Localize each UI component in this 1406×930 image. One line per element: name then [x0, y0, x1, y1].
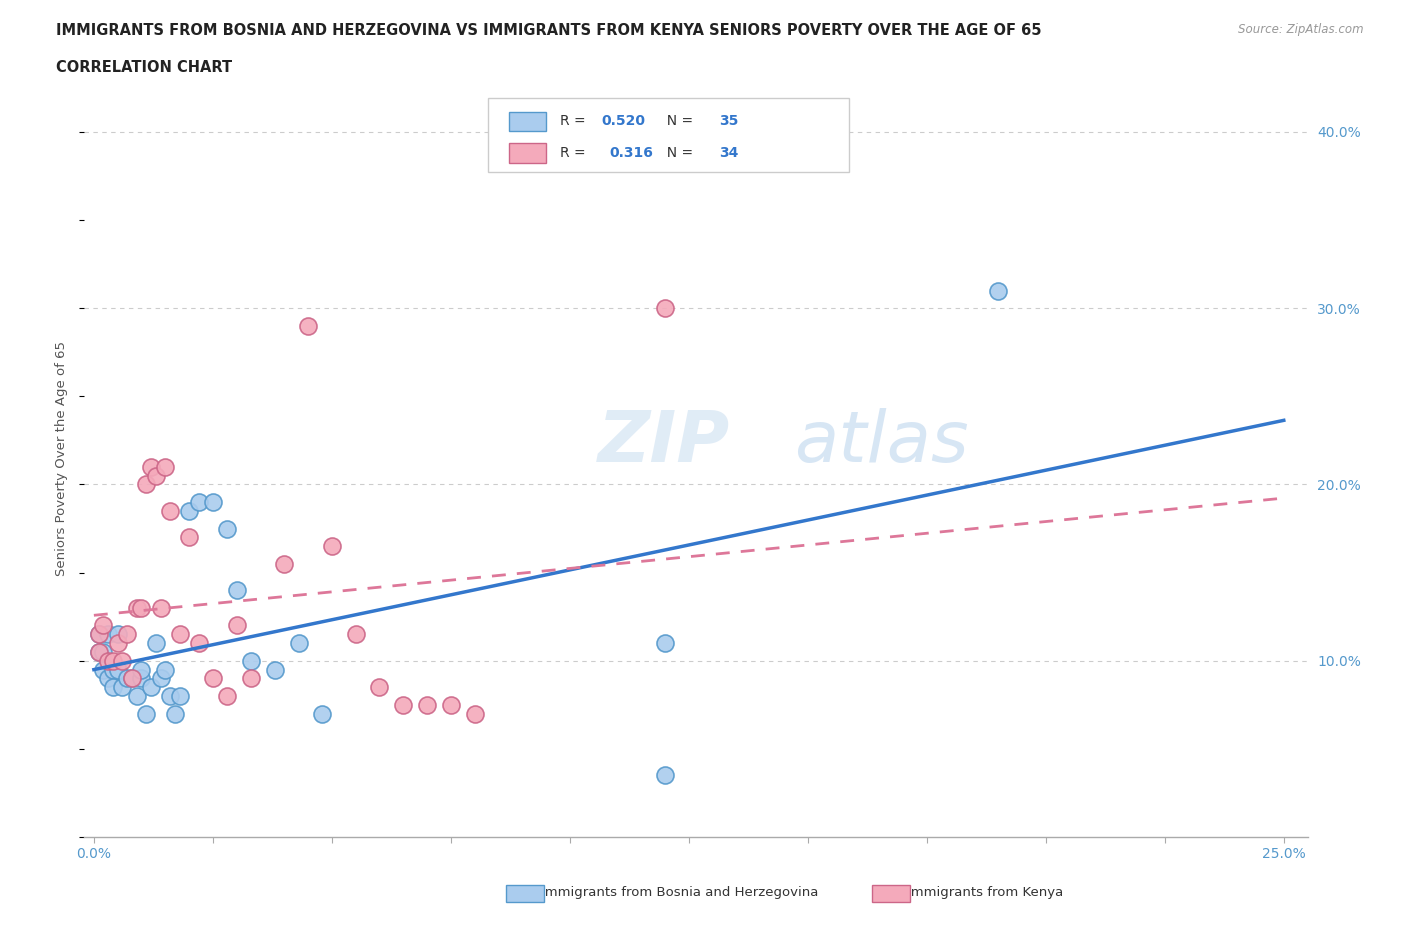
- Point: [121, 671, 143, 685]
- Point: [169, 627, 191, 642]
- Point: [263, 662, 285, 677]
- Point: [187, 495, 209, 510]
- Point: [115, 627, 138, 642]
- Point: [217, 521, 239, 536]
- Point: [311, 706, 333, 721]
- Point: [93, 644, 115, 659]
- Point: [131, 671, 153, 685]
- Point: [163, 706, 186, 721]
- Text: 35: 35: [720, 114, 738, 128]
- Point: [149, 671, 172, 685]
- Point: [97, 671, 120, 685]
- Point: [239, 671, 262, 685]
- Point: [368, 680, 391, 695]
- Point: [225, 618, 247, 633]
- FancyBboxPatch shape: [509, 112, 546, 131]
- Text: ZIP: ZIP: [598, 408, 730, 477]
- Text: CORRELATION CHART: CORRELATION CHART: [56, 60, 232, 75]
- Point: [392, 698, 415, 712]
- Text: 0.520: 0.520: [602, 114, 645, 128]
- Point: [145, 468, 167, 483]
- Point: [187, 636, 209, 651]
- Point: [287, 636, 309, 651]
- Point: [654, 300, 676, 315]
- FancyBboxPatch shape: [488, 98, 849, 172]
- Point: [131, 662, 153, 677]
- Point: [201, 495, 224, 510]
- Point: [201, 671, 224, 685]
- Point: [111, 653, 134, 668]
- Text: Immigrants from Bosnia and Herzegovina: Immigrants from Bosnia and Herzegovina: [541, 886, 818, 899]
- Point: [131, 601, 153, 616]
- Point: [464, 706, 486, 721]
- Point: [93, 618, 115, 633]
- Point: [107, 636, 129, 651]
- Point: [101, 680, 124, 695]
- Text: Source: ZipAtlas.com: Source: ZipAtlas.com: [1239, 23, 1364, 36]
- Point: [101, 662, 124, 677]
- Text: Immigrants from Kenya: Immigrants from Kenya: [907, 886, 1063, 899]
- Point: [87, 627, 110, 642]
- FancyBboxPatch shape: [509, 143, 546, 163]
- Point: [273, 556, 295, 571]
- Point: [654, 636, 676, 651]
- Point: [101, 653, 124, 668]
- Point: [125, 601, 148, 616]
- Point: [135, 706, 157, 721]
- Point: [177, 503, 200, 518]
- Point: [987, 283, 1010, 298]
- Point: [115, 671, 138, 685]
- Point: [93, 662, 115, 677]
- Point: [159, 503, 181, 518]
- Point: [440, 698, 463, 712]
- Point: [155, 662, 177, 677]
- Text: 0.316: 0.316: [609, 146, 652, 160]
- Point: [97, 627, 120, 642]
- Text: 34: 34: [720, 146, 738, 160]
- Point: [225, 583, 247, 598]
- Point: [155, 459, 177, 474]
- Point: [97, 653, 120, 668]
- Point: [416, 698, 439, 712]
- Point: [654, 768, 676, 783]
- Text: IMMIGRANTS FROM BOSNIA AND HERZEGOVINA VS IMMIGRANTS FROM KENYA SENIORS POVERTY : IMMIGRANTS FROM BOSNIA AND HERZEGOVINA V…: [56, 23, 1042, 38]
- Point: [87, 644, 110, 659]
- Point: [107, 627, 129, 642]
- Point: [111, 680, 134, 695]
- Point: [159, 688, 181, 703]
- Text: R =: R =: [560, 114, 591, 128]
- Point: [87, 644, 110, 659]
- Text: R =: R =: [560, 146, 595, 160]
- Point: [321, 538, 343, 553]
- Point: [139, 459, 162, 474]
- Point: [239, 653, 262, 668]
- Point: [145, 636, 167, 651]
- Point: [217, 688, 239, 703]
- Point: [107, 662, 129, 677]
- Point: [177, 530, 200, 545]
- Point: [87, 627, 110, 642]
- Point: [297, 318, 319, 333]
- Text: atlas: atlas: [794, 408, 969, 477]
- Text: N =: N =: [658, 146, 697, 160]
- Point: [135, 477, 157, 492]
- Text: N =: N =: [658, 114, 697, 128]
- Y-axis label: Seniors Poverty Over the Age of 65: Seniors Poverty Over the Age of 65: [55, 340, 69, 576]
- Point: [121, 671, 143, 685]
- Point: [344, 627, 367, 642]
- Point: [125, 688, 148, 703]
- Point: [139, 680, 162, 695]
- Point: [149, 601, 172, 616]
- Point: [169, 688, 191, 703]
